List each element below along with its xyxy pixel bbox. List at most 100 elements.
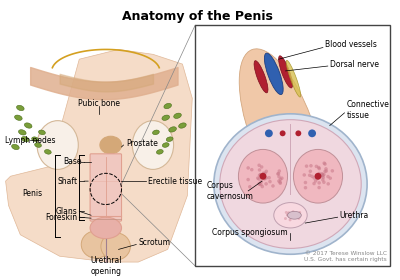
Circle shape (290, 213, 294, 216)
Circle shape (257, 164, 261, 167)
Ellipse shape (44, 150, 51, 154)
Circle shape (304, 186, 307, 190)
Circle shape (328, 176, 332, 180)
Ellipse shape (90, 217, 122, 239)
Circle shape (279, 178, 282, 181)
Ellipse shape (220, 120, 361, 248)
Circle shape (316, 175, 319, 179)
Circle shape (267, 176, 271, 179)
Ellipse shape (254, 61, 268, 93)
Circle shape (330, 169, 334, 172)
Circle shape (250, 168, 254, 171)
Circle shape (286, 214, 289, 217)
Circle shape (287, 211, 290, 214)
Ellipse shape (279, 56, 292, 88)
Circle shape (317, 166, 320, 169)
Circle shape (315, 176, 319, 179)
Circle shape (257, 177, 261, 181)
Circle shape (278, 180, 282, 184)
Circle shape (308, 129, 316, 137)
Ellipse shape (152, 130, 159, 135)
Text: Anatomy of the Penis: Anatomy of the Penis (122, 10, 273, 24)
Circle shape (305, 164, 308, 168)
Circle shape (258, 174, 261, 177)
Circle shape (264, 170, 268, 173)
Circle shape (280, 130, 286, 136)
Ellipse shape (274, 202, 307, 228)
Text: Urethral
opening: Urethral opening (90, 256, 122, 276)
Circle shape (263, 172, 267, 175)
Circle shape (323, 162, 327, 166)
Circle shape (302, 173, 306, 177)
Circle shape (278, 169, 281, 173)
Circle shape (308, 174, 312, 177)
Circle shape (312, 176, 316, 180)
Circle shape (246, 166, 250, 170)
Ellipse shape (238, 150, 288, 203)
Circle shape (320, 172, 324, 176)
Circle shape (263, 177, 266, 181)
Circle shape (277, 175, 281, 178)
Circle shape (288, 214, 291, 217)
Circle shape (262, 173, 265, 177)
Circle shape (285, 211, 288, 214)
Circle shape (268, 180, 272, 183)
Circle shape (321, 174, 324, 178)
Ellipse shape (12, 144, 19, 150)
Text: Lymph nodes: Lymph nodes (5, 136, 55, 145)
Circle shape (258, 168, 261, 172)
Ellipse shape (101, 233, 130, 260)
Circle shape (304, 181, 307, 184)
Circle shape (295, 130, 301, 136)
Text: Prostate: Prostate (126, 139, 158, 148)
Circle shape (324, 169, 328, 173)
Ellipse shape (16, 105, 24, 111)
Circle shape (316, 175, 320, 179)
Circle shape (292, 210, 295, 213)
Text: Pubic bone: Pubic bone (78, 99, 120, 108)
Ellipse shape (264, 53, 283, 95)
Circle shape (284, 217, 287, 220)
Text: Erectile tissue: Erectile tissue (148, 177, 202, 186)
Text: Corpus spongiosum: Corpus spongiosum (212, 228, 288, 237)
Text: Glans: Glans (56, 207, 77, 216)
Text: Foreskin: Foreskin (45, 213, 77, 222)
Circle shape (314, 179, 317, 183)
Circle shape (256, 176, 260, 180)
Ellipse shape (164, 103, 172, 109)
Text: © 2017 Terese Winslow LLC
U.S. Govt. has certain rights: © 2017 Terese Winslow LLC U.S. Govt. has… (304, 251, 387, 262)
Ellipse shape (132, 121, 174, 169)
Ellipse shape (162, 143, 169, 147)
Circle shape (262, 171, 265, 175)
Circle shape (260, 185, 264, 188)
Text: Corpus
cavernosum: Corpus cavernosum (207, 181, 254, 200)
Circle shape (289, 218, 292, 221)
Text: Urethra: Urethra (340, 211, 369, 220)
Ellipse shape (81, 231, 111, 258)
Circle shape (280, 176, 284, 180)
Circle shape (322, 181, 326, 184)
Circle shape (260, 176, 264, 179)
Circle shape (316, 177, 319, 180)
Circle shape (288, 215, 291, 218)
Circle shape (258, 182, 261, 186)
Ellipse shape (214, 114, 367, 254)
Text: Shaft: Shaft (57, 177, 77, 186)
Circle shape (246, 178, 250, 181)
Circle shape (260, 176, 263, 179)
Circle shape (320, 172, 324, 176)
Circle shape (264, 176, 268, 179)
Ellipse shape (294, 150, 342, 203)
Circle shape (318, 167, 321, 170)
Circle shape (260, 165, 264, 169)
Circle shape (271, 184, 275, 188)
Ellipse shape (239, 49, 322, 206)
Circle shape (260, 173, 266, 180)
Ellipse shape (22, 137, 29, 142)
Circle shape (315, 165, 318, 168)
Circle shape (298, 211, 301, 214)
Circle shape (258, 173, 262, 176)
Bar (195, 25, 390, 266)
Circle shape (263, 176, 266, 180)
Ellipse shape (35, 143, 41, 147)
